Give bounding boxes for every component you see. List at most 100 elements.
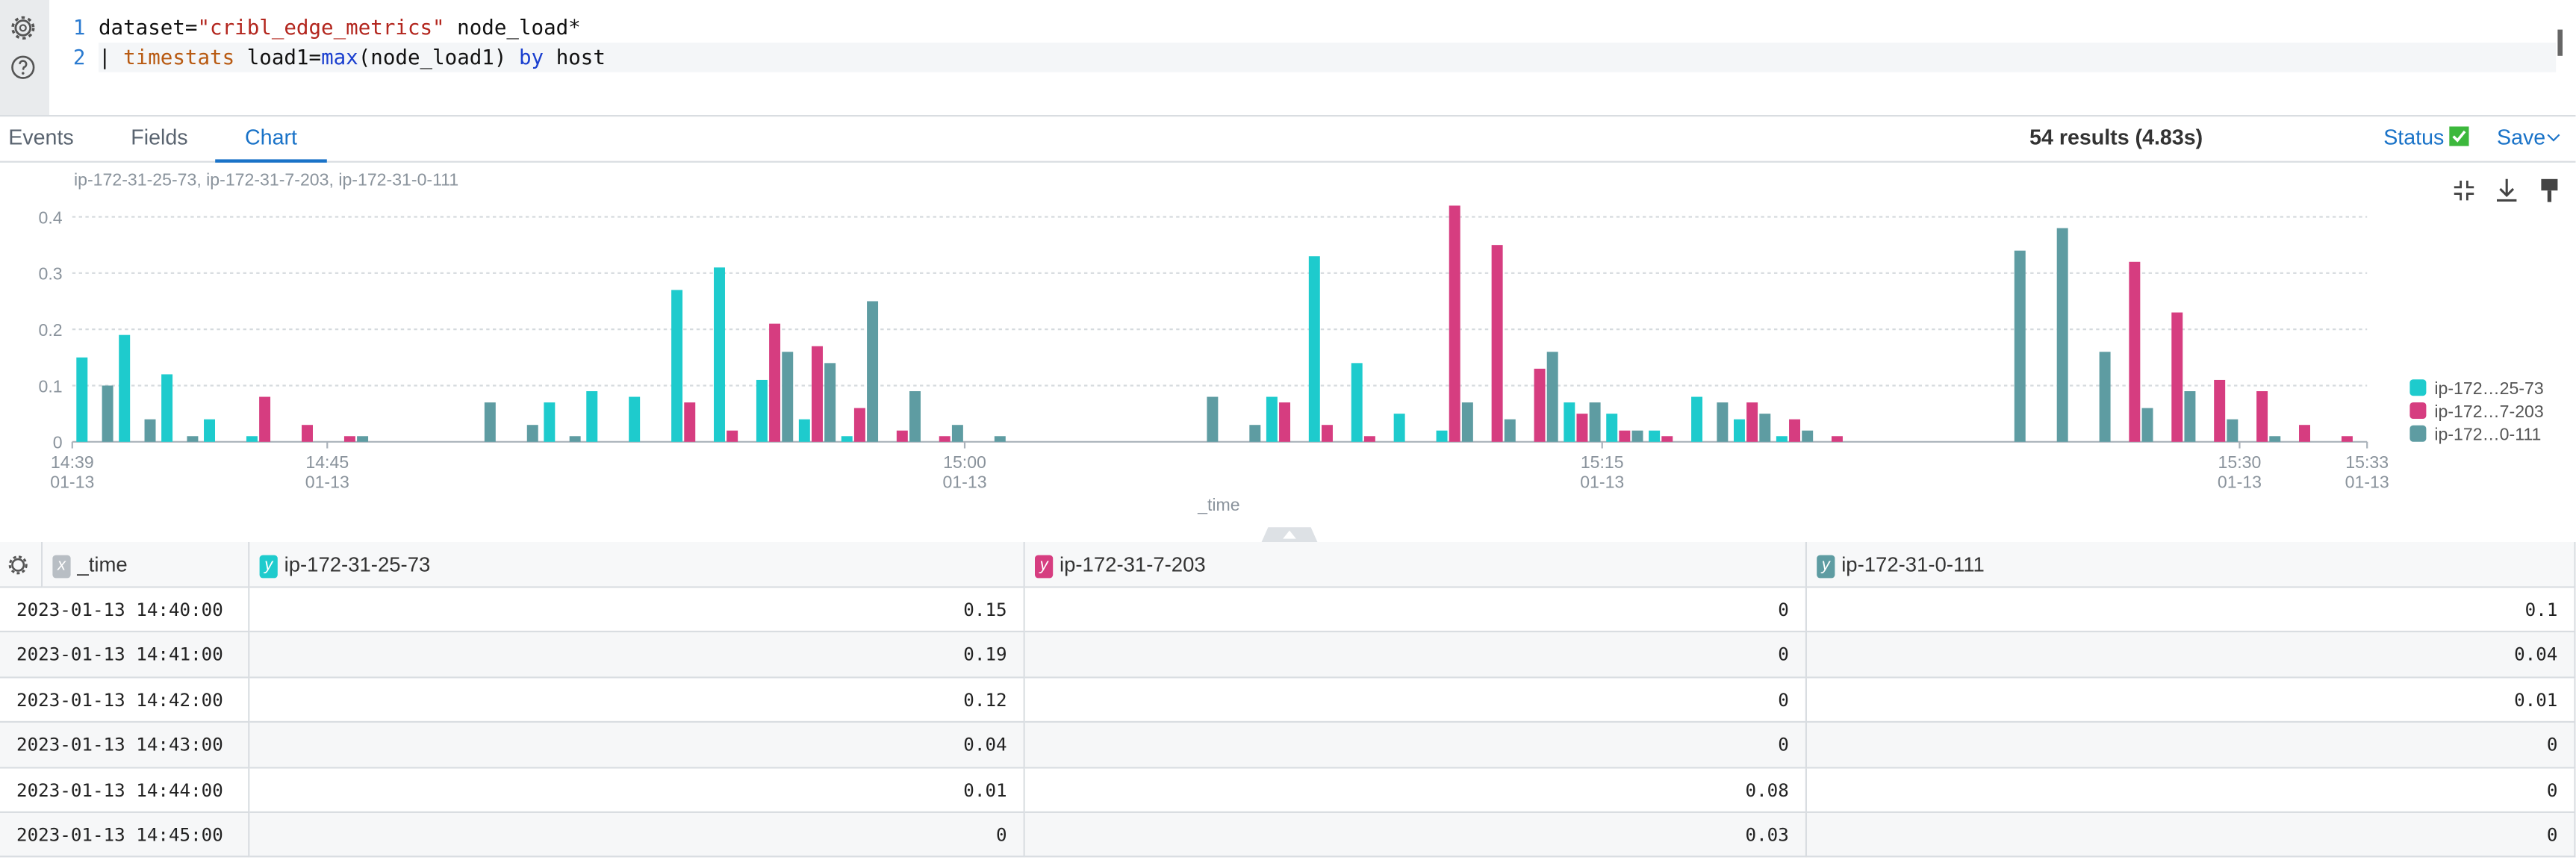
bar xyxy=(1802,430,1814,442)
bar xyxy=(1576,414,1588,442)
table-cell: 0.15 xyxy=(249,588,1025,633)
bar xyxy=(1321,425,1333,442)
editor-gutter xyxy=(0,0,49,115)
bar xyxy=(671,290,683,442)
table-cell: 0 xyxy=(1807,767,2576,813)
status-button[interactable]: Status xyxy=(2383,115,2470,161)
line-number: 2 xyxy=(72,44,86,69)
x-tick-date: 01-13 xyxy=(305,472,349,491)
help-icon[interactable] xyxy=(11,55,35,79)
gear-icon[interactable] xyxy=(0,542,43,588)
bar xyxy=(1266,396,1278,442)
column-header[interactable]: y ip-172-31-25-73 xyxy=(249,542,1025,588)
bar xyxy=(841,436,853,442)
tab[interactable]: Events xyxy=(8,125,74,150)
bar xyxy=(586,391,598,442)
bar xyxy=(2227,419,2239,442)
bar xyxy=(684,402,696,442)
save-label: Save xyxy=(2497,125,2546,150)
bar xyxy=(1619,430,1631,442)
bar xyxy=(727,430,738,442)
bar xyxy=(853,408,865,442)
fullscreen-icon[interactable] xyxy=(2454,181,2474,201)
bar xyxy=(1436,430,1448,442)
table-cell: 2023-01-13 14:41:00 xyxy=(0,632,250,679)
x-tick-label: 15:30 xyxy=(2218,452,2262,472)
bar xyxy=(246,436,258,442)
table-cell: 0 xyxy=(1024,678,1807,723)
bar xyxy=(2184,391,2196,442)
legend-swatch xyxy=(2409,379,2427,396)
bar xyxy=(1649,430,1661,442)
bar xyxy=(102,385,113,442)
table-settings xyxy=(0,542,43,588)
code-token: | xyxy=(99,44,124,69)
bar xyxy=(1691,396,1703,442)
table-cell: 2023-01-13 14:45:00 xyxy=(0,813,250,859)
bar xyxy=(782,352,794,442)
table-cell: 0 xyxy=(1024,723,1807,768)
tab[interactable]: Fields xyxy=(131,125,188,150)
code-line: 2 | timestats load1=max(node_load1) by ho… xyxy=(59,43,606,72)
table-cell: 2023-01-13 14:40:00 xyxy=(0,588,250,633)
bar xyxy=(1249,425,1261,442)
results-count: 54 results (4.83s) xyxy=(2029,125,2203,150)
column-badge: x xyxy=(52,554,71,578)
bar xyxy=(909,391,921,442)
bar xyxy=(1631,430,1643,442)
column-header[interactable]: y ip-172-31-0-111 xyxy=(1807,542,2576,588)
bar xyxy=(1733,419,1745,442)
code-token: max xyxy=(321,44,358,69)
column-header[interactable]: y ip-172-31-7-203 xyxy=(1024,542,1807,588)
column-header[interactable]: x _time xyxy=(43,542,250,588)
legend-label: ip-172…7-203 xyxy=(2434,402,2543,421)
table-cell: 0 xyxy=(1024,632,1807,679)
bar xyxy=(1491,245,1503,442)
bar xyxy=(259,396,271,442)
bar xyxy=(798,419,810,442)
paint-icon[interactable] xyxy=(2541,178,2558,202)
column-name: _time xyxy=(77,553,128,577)
save-button[interactable]: Save xyxy=(2497,115,2560,161)
column-name: ip-172-31-25-73 xyxy=(284,553,431,577)
scrollbar xyxy=(2557,29,2563,56)
bar xyxy=(2099,352,2111,442)
table-cell: 0.04 xyxy=(249,723,1025,768)
bar xyxy=(187,436,199,442)
bar xyxy=(769,323,781,442)
bar xyxy=(2269,436,2281,442)
bar xyxy=(1717,402,1729,442)
bar xyxy=(2171,312,2183,442)
series-caption: ip-172-31-25-73, ip-172-31-7-203, ip-172… xyxy=(74,170,458,190)
settings-icon[interactable] xyxy=(11,16,35,40)
table-cell: 2023-01-13 14:43:00 xyxy=(0,723,250,768)
code-token: "cribl_edge_metrics" xyxy=(197,14,445,40)
table-cell: 0.19 xyxy=(249,632,1025,679)
chart: ip-172-31-25-73, ip-172-31-7-203, ip-172… xyxy=(38,170,2558,542)
bar xyxy=(1279,402,1291,442)
y-tick-label: 0.1 xyxy=(38,376,62,396)
bar xyxy=(756,379,768,442)
bar xyxy=(1546,352,1558,442)
column-badge: y xyxy=(259,554,278,578)
bar xyxy=(1393,414,1405,442)
code-token: load1= xyxy=(234,44,322,69)
x-tick-label: 15:33 xyxy=(2345,452,2389,472)
download-icon[interactable] xyxy=(2497,178,2517,202)
code-token: (node_load1) xyxy=(358,44,519,69)
bar xyxy=(824,363,836,442)
x-tick-label: 14:39 xyxy=(51,452,94,472)
bar xyxy=(76,357,88,442)
code-token: timestats xyxy=(123,44,235,69)
tab[interactable]: Chart xyxy=(215,115,327,163)
bar xyxy=(569,436,581,442)
bar xyxy=(2299,425,2310,442)
bar xyxy=(526,425,538,442)
x-tick-date: 01-13 xyxy=(1580,472,1624,491)
bar xyxy=(119,334,131,442)
legend-label: ip-172…25-73 xyxy=(2434,378,2543,398)
table-cell: 0.04 xyxy=(1807,632,2576,679)
query-editor[interactable]: 1 dataset="cribl_edge_metrics" node_load*… xyxy=(0,0,2576,117)
bar xyxy=(2129,261,2141,442)
